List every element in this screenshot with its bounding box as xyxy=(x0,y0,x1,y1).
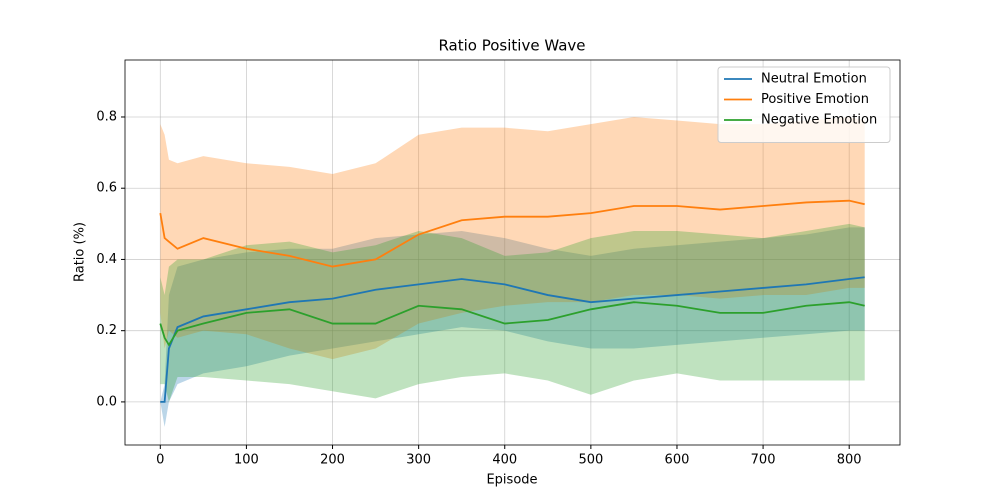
x-tick-label: 400 xyxy=(492,453,517,468)
legend-box xyxy=(717,66,891,143)
y-tick-label: 0.4 xyxy=(96,252,117,267)
x-tick-label: 700 xyxy=(751,453,776,468)
band xyxy=(160,227,865,427)
y-tick-label: 0.6 xyxy=(96,181,117,196)
x-axis-label: Episode xyxy=(486,473,537,488)
x-tick-label: 100 xyxy=(234,453,259,468)
x-tick-label: 500 xyxy=(578,453,603,468)
chart-title: Ratio Positive Wave xyxy=(438,37,585,55)
x-tick-label: 200 xyxy=(320,453,345,468)
line xyxy=(159,199,865,268)
y-tick-label: 0.0 xyxy=(96,394,117,409)
band xyxy=(160,223,865,402)
legend-label: Positive Emotion xyxy=(761,92,869,107)
x-tick-label: 300 xyxy=(406,453,431,468)
y-axis-label: Ratio (%) xyxy=(73,222,88,282)
plot-frame xyxy=(124,59,901,446)
x-tick-label: 600 xyxy=(665,453,690,468)
y-tick-label: 0.8 xyxy=(96,109,117,124)
line xyxy=(160,276,865,403)
legend-label: Neutral Emotion xyxy=(761,72,867,87)
x-tick-label: 800 xyxy=(837,453,862,468)
line xyxy=(159,301,865,347)
x-tick-label: 0 xyxy=(156,453,164,468)
y-tick-label: 0.2 xyxy=(96,323,117,338)
legend-label: Negative Emotion xyxy=(761,113,877,128)
